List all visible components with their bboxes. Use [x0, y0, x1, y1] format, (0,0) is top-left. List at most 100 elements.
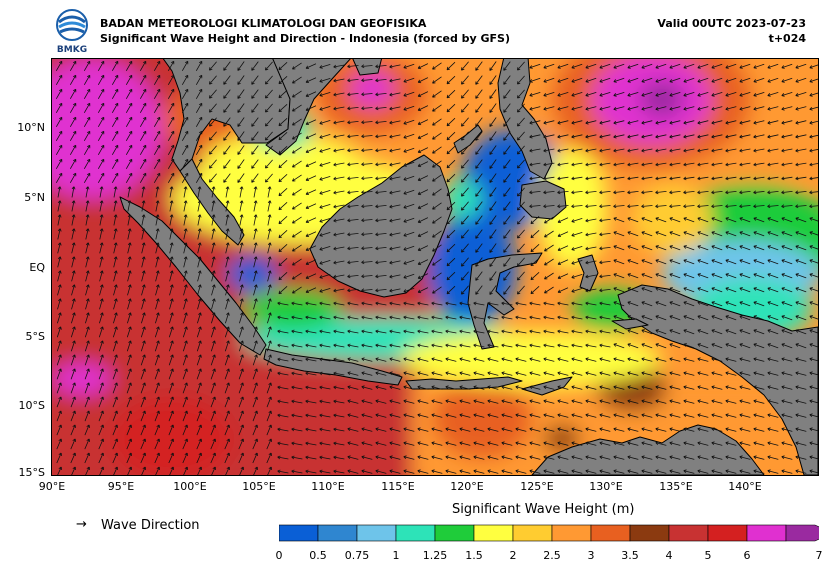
wave-direction-arrow: [333, 301, 345, 306]
wave-direction-arrow: [613, 231, 625, 237]
wave-direction-arrow: [599, 427, 611, 432]
landmass-new-guinea: [617, 284, 818, 475]
wave-direction-arrow: [795, 385, 807, 390]
wave-direction-arrows: [55, 60, 818, 475]
wave-direction-arrow: [305, 371, 317, 376]
wave-direction-arrow: [389, 274, 401, 279]
wave-direction-arrow: [278, 118, 288, 127]
wave-direction-arrow: [627, 176, 639, 181]
wave-direction-arrow: [253, 256, 258, 268]
wave-direction-arrow: [71, 186, 76, 198]
wave-direction-arrow: [529, 441, 541, 446]
landmass-borneo: [309, 154, 453, 298]
wave-direction-arrow: [543, 399, 555, 404]
wave-direction-arrow: [711, 301, 723, 307]
chart-subtitle: Significant Wave Height and Direction - …: [100, 32, 511, 45]
wave-direction-arrow: [183, 298, 188, 310]
wave-direction-arrow: [375, 301, 387, 306]
wave-direction-arrow: [795, 259, 807, 265]
wave-direction-arrow: [487, 469, 499, 474]
wave-direction-arrow: [223, 103, 231, 113]
wave-direction-arrow: [333, 176, 345, 181]
lon-tick-105e: 105°E: [242, 480, 276, 493]
wave-direction-arrow: [319, 134, 331, 139]
wave-direction-arrow: [389, 162, 401, 167]
wave-direction-arrow: [627, 231, 639, 237]
wave-direction-arrow: [641, 357, 653, 362]
wave-direction-arrow: [627, 77, 639, 83]
wave-direction-arrow: [795, 63, 807, 69]
wave-direction-arrow: [753, 371, 765, 376]
wave-direction-arrow: [543, 162, 555, 167]
wave-direction-arrow: [305, 273, 317, 279]
wave-direction-arrow: [403, 259, 415, 265]
wave-direction-arrow: [223, 75, 231, 85]
wave-direction-arrow: [265, 173, 273, 183]
wave-direction-arrow: [223, 61, 231, 71]
wave-direction-arrow: [641, 190, 653, 195]
colorbar-segment: [356, 524, 397, 542]
wave-direction-arrow: [347, 399, 359, 404]
wave-direction-arrow: [403, 329, 415, 334]
wave-direction-arrow: [182, 396, 188, 408]
wave-direction-arrow: [432, 216, 442, 224]
wave-direction-arrow: [753, 63, 765, 69]
wave-direction-arrow: [781, 301, 793, 307]
wave-direction-arrow: [627, 92, 639, 97]
wave-direction-arrow: [113, 200, 118, 212]
lon-tick-110e: 110°E: [311, 480, 345, 493]
wave-direction-arrow: [529, 413, 541, 418]
wave-direction-arrow: [305, 91, 317, 97]
wave-direction-arrow: [725, 148, 737, 153]
wave-direction-arrow: [529, 204, 541, 209]
wave-direction-arrow: [809, 287, 818, 292]
wave-direction-arrow: [517, 257, 525, 267]
wave-direction-arrow: [683, 245, 695, 251]
wave-direction-arrow: [655, 441, 667, 446]
wave-direction-arrow: [375, 260, 387, 265]
wave-direction-arrow: [97, 102, 105, 113]
wave-direction-arrow: [781, 357, 793, 362]
wave-direction-arrow: [599, 385, 611, 390]
wave-direction-arrow: [795, 273, 807, 279]
wave-direction-arrow: [111, 88, 119, 99]
wave-direction-arrow: [181, 74, 189, 85]
wave-direction-arrow: [767, 413, 779, 418]
wave-direction-arrow: [571, 134, 583, 139]
wave-direction-arrow: [389, 469, 401, 474]
wave-direction-arrow: [517, 285, 525, 295]
wave-direction-arrow: [739, 427, 751, 432]
wave-direction-arrow: [501, 371, 513, 376]
wave-direction-arrow: [57, 200, 62, 212]
wave-direction-arrow: [557, 371, 569, 376]
wave-direction-arrow: [489, 117, 497, 127]
wave-direction-arrow: [459, 427, 471, 432]
wave-direction-arrow: [277, 455, 289, 460]
wave-direction-arrow: [125, 158, 133, 169]
wave-direction-arrow: [627, 455, 639, 460]
wave-direction-arrow: [361, 441, 373, 446]
wave-direction-arrow: [669, 217, 681, 223]
wave-direction-arrow: [197, 466, 202, 475]
wave-direction-arrow: [140, 326, 146, 338]
wave-direction-arrow: [253, 284, 258, 296]
wave-direction-arrow: [181, 116, 189, 127]
wave-direction-arrow: [83, 60, 91, 71]
wave-direction-arrow: [739, 301, 751, 307]
wave-direction-arrow: [767, 245, 779, 251]
colorbar-segment: [668, 524, 709, 542]
wave-direction-arrow: [224, 410, 230, 422]
wave-direction-arrow: [475, 145, 483, 155]
wave-direction-arrow: [237, 173, 245, 183]
wave-direction-arrow: [781, 77, 793, 83]
wave-direction-arrow: [767, 134, 779, 139]
wave-direction-arrow: [266, 354, 272, 366]
lat-tick-10s: 10°S: [18, 399, 45, 412]
wave-direction-arrow: [613, 287, 625, 293]
wave-direction-arrow: [253, 270, 258, 282]
lon-tick-135e: 135°E: [659, 480, 693, 493]
wave-direction-arrow: [267, 466, 272, 475]
wave-direction-arrow: [725, 357, 737, 362]
wave-direction-arrow: [627, 273, 639, 279]
valid-time: Valid 00UTC 2023-07-23: [657, 17, 806, 30]
